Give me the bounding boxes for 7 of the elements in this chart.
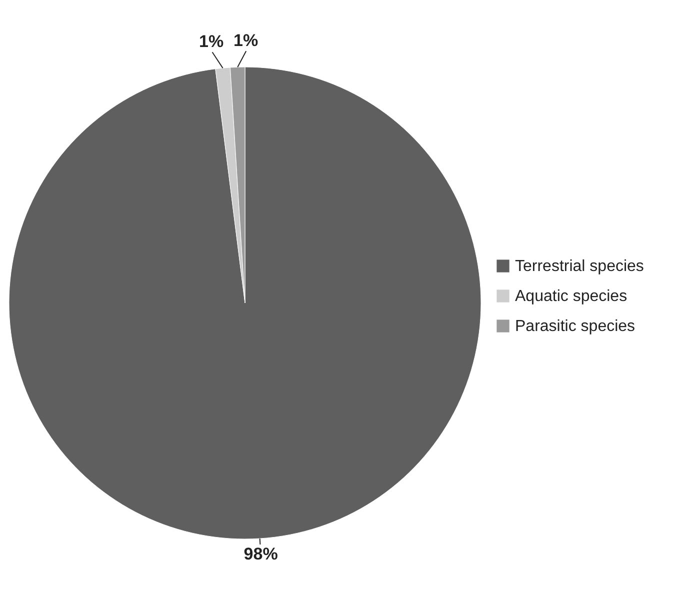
pie-slice <box>8 66 482 539</box>
legend-label: Aquatic species <box>515 288 628 305</box>
legend-label: Parasitic species <box>515 318 636 335</box>
data-label: 1% <box>199 32 224 52</box>
data-label: 1% <box>233 31 258 50</box>
legend-label: Terrestrial species <box>515 258 644 275</box>
data-label: 98% <box>244 544 278 564</box>
